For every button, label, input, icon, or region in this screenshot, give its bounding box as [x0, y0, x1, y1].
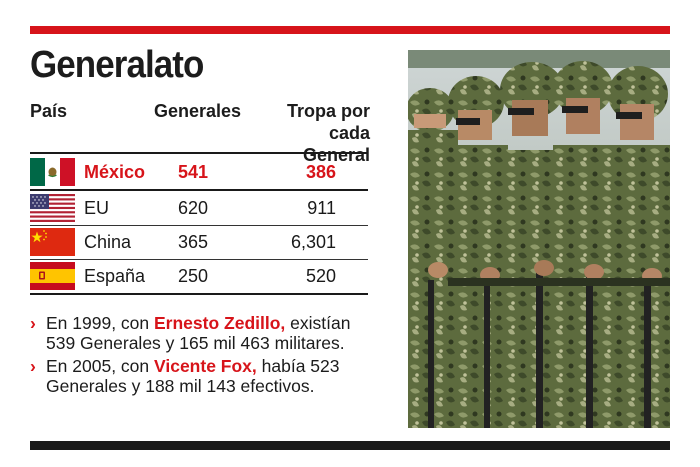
- header-pais: País: [30, 101, 68, 121]
- note-text: En 1999, con: [46, 313, 154, 333]
- country-name: China: [84, 232, 132, 252]
- header-tropa-line2: cada General: [302, 123, 370, 165]
- country-name: EU: [84, 198, 110, 218]
- spain-flag-icon: [30, 262, 75, 290]
- table-row: España 250 520: [30, 259, 368, 295]
- chevron-right-icon: ›: [30, 356, 36, 376]
- table-row: EU 620 911: [30, 191, 368, 226]
- generales-value: 250: [178, 266, 209, 286]
- note-highlight: Ernesto Zedillo,: [154, 313, 286, 333]
- generales-value: 365: [178, 232, 209, 252]
- note-highlight: Vicente Fox,: [154, 356, 257, 376]
- usa-flag-icon: [30, 194, 75, 222]
- top-accent-bar: [30, 26, 670, 34]
- note-text: En 2005, con: [46, 356, 154, 376]
- mexico-flag-icon: [30, 158, 75, 186]
- header-tropa: Tropa por cada General: [260, 100, 370, 166]
- generales-value: 620: [178, 198, 209, 218]
- tropa-value: 6,301: [290, 232, 336, 252]
- header-rule: [30, 152, 368, 154]
- header-tropa-line1: Tropa por: [286, 101, 370, 121]
- country-name: España: [84, 266, 146, 286]
- table-row: México 541 386: [30, 155, 368, 191]
- notes-list: › En 1999, con Ernesto Zedillo, existían…: [30, 313, 380, 399]
- note-text: existían 539 Generales y 165 mil 463 mil…: [46, 313, 351, 353]
- note-item: › En 2005, con Vicente Fox, había 523 Ge…: [30, 356, 380, 396]
- tropa-value: 386: [305, 162, 336, 182]
- bottom-bar: [30, 441, 670, 450]
- country-name: México: [84, 162, 146, 182]
- soldiers-photo: [408, 50, 670, 428]
- china-flag-icon: [30, 228, 75, 256]
- generales-value: 541: [178, 162, 209, 182]
- header-generales: Generales: [154, 101, 242, 121]
- tropa-value: 911: [307, 198, 336, 218]
- chevron-right-icon: ›: [30, 313, 36, 333]
- note-item: › En 1999, con Ernesto Zedillo, existían…: [30, 313, 380, 353]
- page-title: Generalato: [30, 44, 204, 86]
- table-row: China 365 6,301: [30, 225, 368, 260]
- note-text: había 523 Generales y 188 mil 143 efecti…: [46, 356, 340, 396]
- tropa-value: 520: [305, 266, 336, 286]
